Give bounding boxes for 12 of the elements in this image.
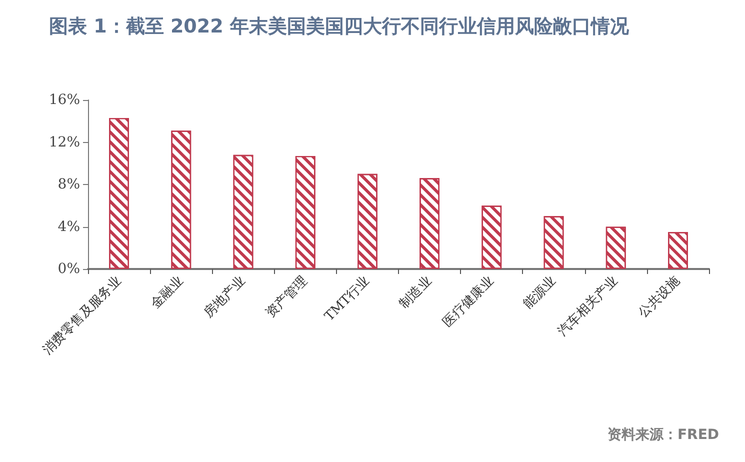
- x-tick-label: 医疗健康业: [440, 274, 497, 330]
- x-tick-label: 房地产业: [200, 272, 249, 322]
- chart-title: 图表 1：截至 2022 年末美国美国四大行不同行业信用风险敞口情况: [49, 16, 630, 38]
- x-tick-label: 公共设施: [636, 274, 684, 322]
- x-tick-label: 制造业: [396, 274, 435, 312]
- y-tick-label: 4%: [58, 218, 80, 235]
- x-tick-label: 金融业: [148, 274, 186, 312]
- y-tick-label: 12%: [48, 134, 80, 150]
- y-tick-label: 8%: [58, 176, 80, 192]
- text: 资料来源：FRED: [607, 427, 720, 443]
- y-tick-label: 16%: [48, 92, 80, 108]
- x-tick-label: 资产管理: [263, 274, 311, 322]
